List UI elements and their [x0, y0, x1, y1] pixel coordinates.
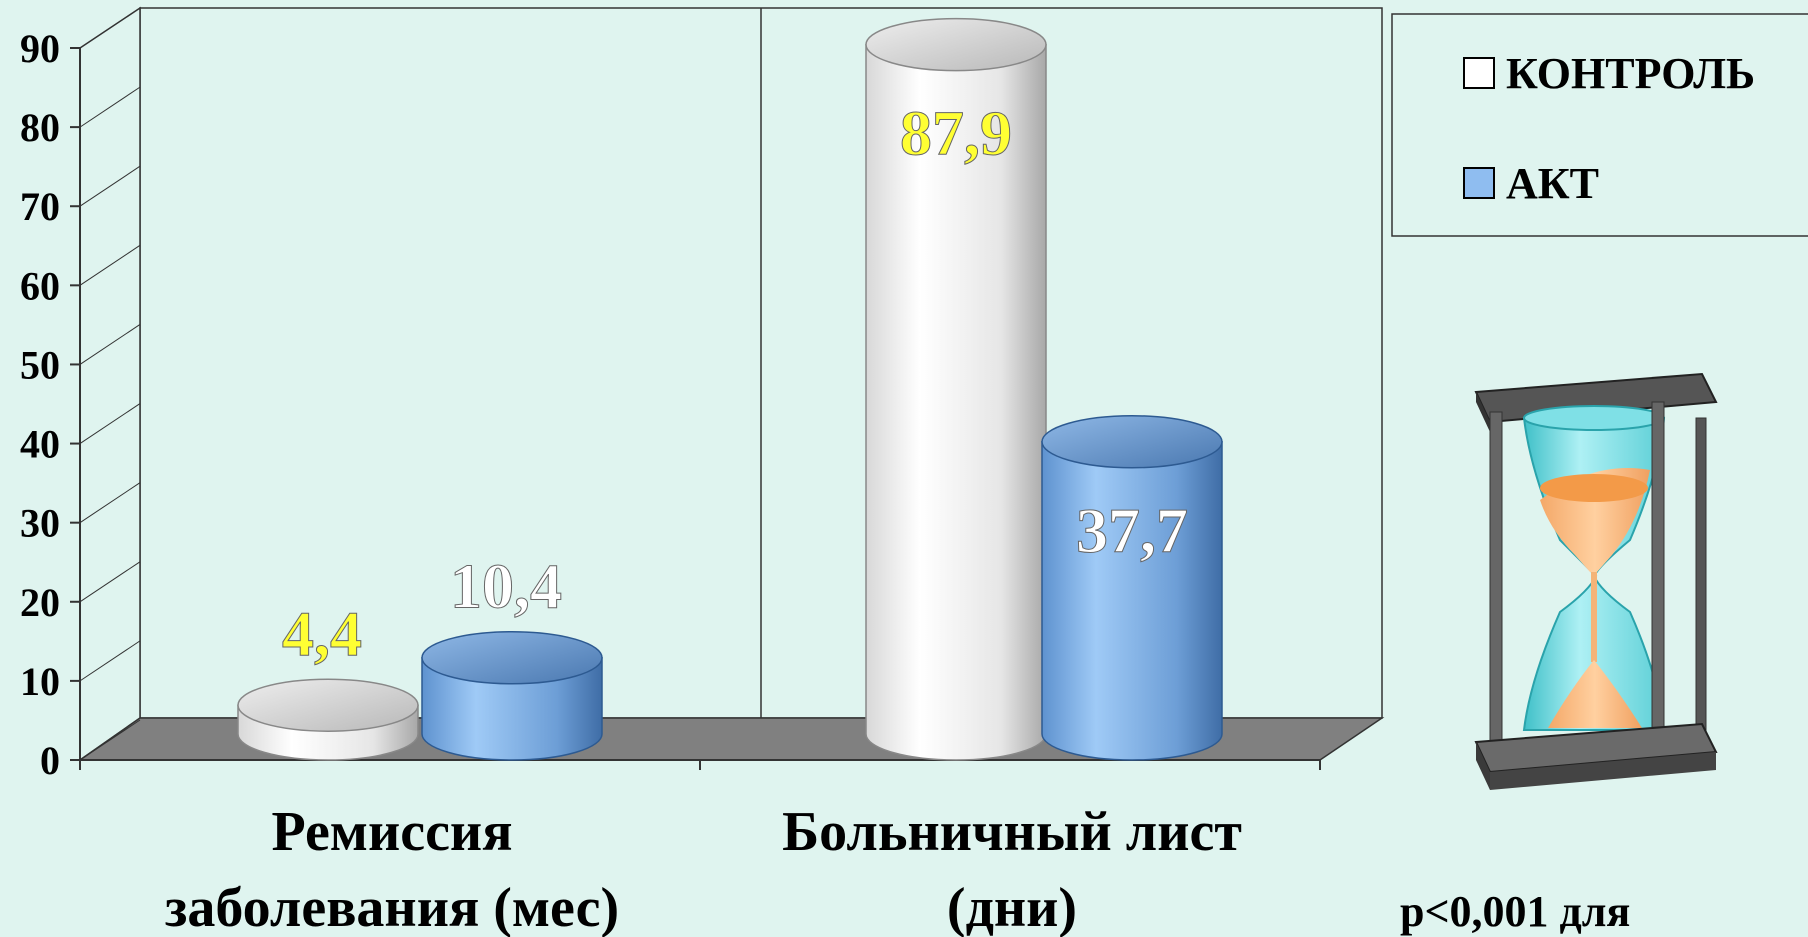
y-tick-guide [79, 719, 141, 761]
data-label: 4,4 [282, 598, 362, 669]
y-tick-label: 80 [20, 105, 60, 150]
y-tick-guide [79, 403, 141, 444]
category-label-1-line-1: Ремиссия [271, 801, 512, 863]
y-tick-guide [79, 482, 141, 524]
footnote-text: p<0,001 для [1400, 887, 1630, 936]
y-tick-label: 60 [20, 263, 60, 308]
y-tick-guide [79, 640, 141, 682]
y-tick-group: 0 10 20 30 40 50 60 70 80 90 [20, 7, 141, 783]
category-labels: Ремиссия заболевания (мес) Больничный ли… [165, 801, 1242, 937]
bar-top [865, 17, 1047, 72]
hourglass-icon [1474, 372, 1718, 790]
hourglass-post [1651, 401, 1665, 753]
bar-top [237, 678, 419, 732]
legend-swatch-control [1463, 57, 1495, 89]
legend: КОНТРОЛЬ АКТ [1391, 13, 1808, 237]
category-label-1-line-2: заболевания (мес) [165, 877, 619, 937]
bar-body [421, 656, 603, 761]
bars-group: 4,4 87,9 10,4 37,7 [237, 17, 1223, 761]
y-tick-label: 40 [20, 422, 60, 467]
hourglass-post [1489, 411, 1503, 751]
legend-label-act: АКТ [1506, 159, 1599, 208]
bar-body [1041, 441, 1223, 761]
bar-control-1 [237, 678, 419, 761]
y-tick-guide [79, 324, 141, 365]
legend-swatch-act [1463, 167, 1495, 199]
bar-body [865, 43, 1047, 761]
y-tick-label: 30 [20, 501, 60, 546]
legend-label-control: КОНТРОЛЬ [1506, 49, 1755, 98]
data-label: 10,4 [450, 551, 562, 622]
y-axis: 0 10 20 30 40 50 60 70 80 90 [20, 7, 141, 783]
bar-top [1041, 415, 1223, 469]
y-tick-label: 10 [20, 659, 60, 704]
y-tick-guide [79, 561, 141, 603]
y-tick-label: 20 [20, 580, 60, 625]
bar-top [421, 630, 603, 685]
y-tick-guide [79, 7, 141, 49]
legend-box [1391, 13, 1808, 237]
x-axis [79, 759, 1321, 770]
bar-control-2 [865, 17, 1047, 761]
y-tick-guide [79, 86, 141, 128]
y-tick-guide [79, 244, 141, 286]
y-tick-guide [79, 165, 141, 207]
category-label-2-line-1: Больничный лист [782, 801, 1242, 863]
category-label-2-line-2: (дни) [947, 877, 1077, 937]
y-tick-label: 70 [20, 184, 60, 229]
bar-act-2 [1041, 415, 1223, 761]
data-label: 37,7 [1076, 495, 1188, 566]
y-tick-label: 0 [40, 738, 60, 783]
hourglass-post [1695, 417, 1707, 749]
y-tick-label: 90 [20, 26, 60, 71]
y-tick-label: 50 [20, 342, 60, 387]
data-label: 87,9 [900, 98, 1012, 169]
bar-act-1 [421, 630, 603, 761]
